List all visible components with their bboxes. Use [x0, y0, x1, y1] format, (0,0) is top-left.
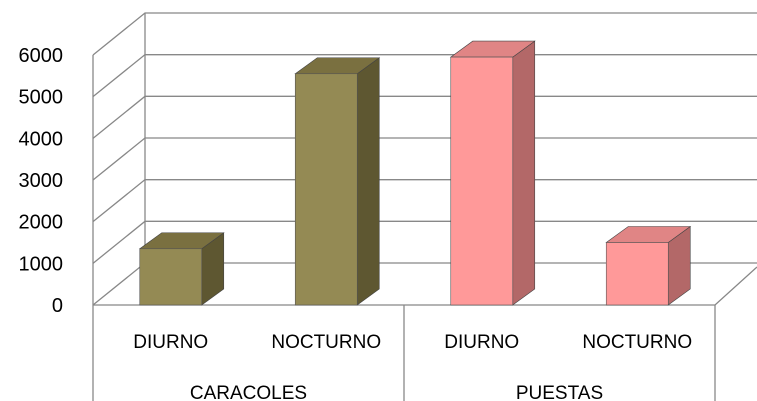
y-tick-label: 3000 [19, 170, 64, 192]
x-category-label: DIURNO [444, 332, 519, 353]
gridline [92, 54, 757, 98]
bar [294, 73, 358, 306]
y-tick-label: 4000 [19, 128, 64, 150]
y-tick-label: 2000 [19, 212, 64, 234]
y-tick-label: 5000 [19, 87, 64, 109]
gridline [92, 95, 757, 139]
y-tick-label: 0 [52, 295, 63, 317]
gridline [92, 179, 757, 223]
grid-layer [92, 12, 757, 306]
labels-layer: 0 1000 2000 3000 4000 5000 6000 DIURNO NOCTURNO D… [19, 45, 716, 401]
bar [605, 242, 669, 306]
y-tick-label: 6000 [19, 45, 64, 67]
bar-side [356, 57, 380, 306]
x-category-label: DIURNO [133, 332, 208, 353]
bar-side [512, 40, 536, 306]
bar [139, 248, 203, 306]
gridline [92, 137, 757, 181]
x-group-label: PUESTAS [516, 383, 603, 401]
x-group-label: CARACOLES [190, 383, 307, 401]
y-tick-label: 1000 [19, 253, 64, 275]
bars-layer [138, 40, 692, 306]
x-category-label: NOCTURNO [582, 332, 692, 353]
gridline [92, 12, 757, 56]
bar [450, 56, 514, 306]
x-category-label: NOCTURNO [271, 332, 381, 353]
